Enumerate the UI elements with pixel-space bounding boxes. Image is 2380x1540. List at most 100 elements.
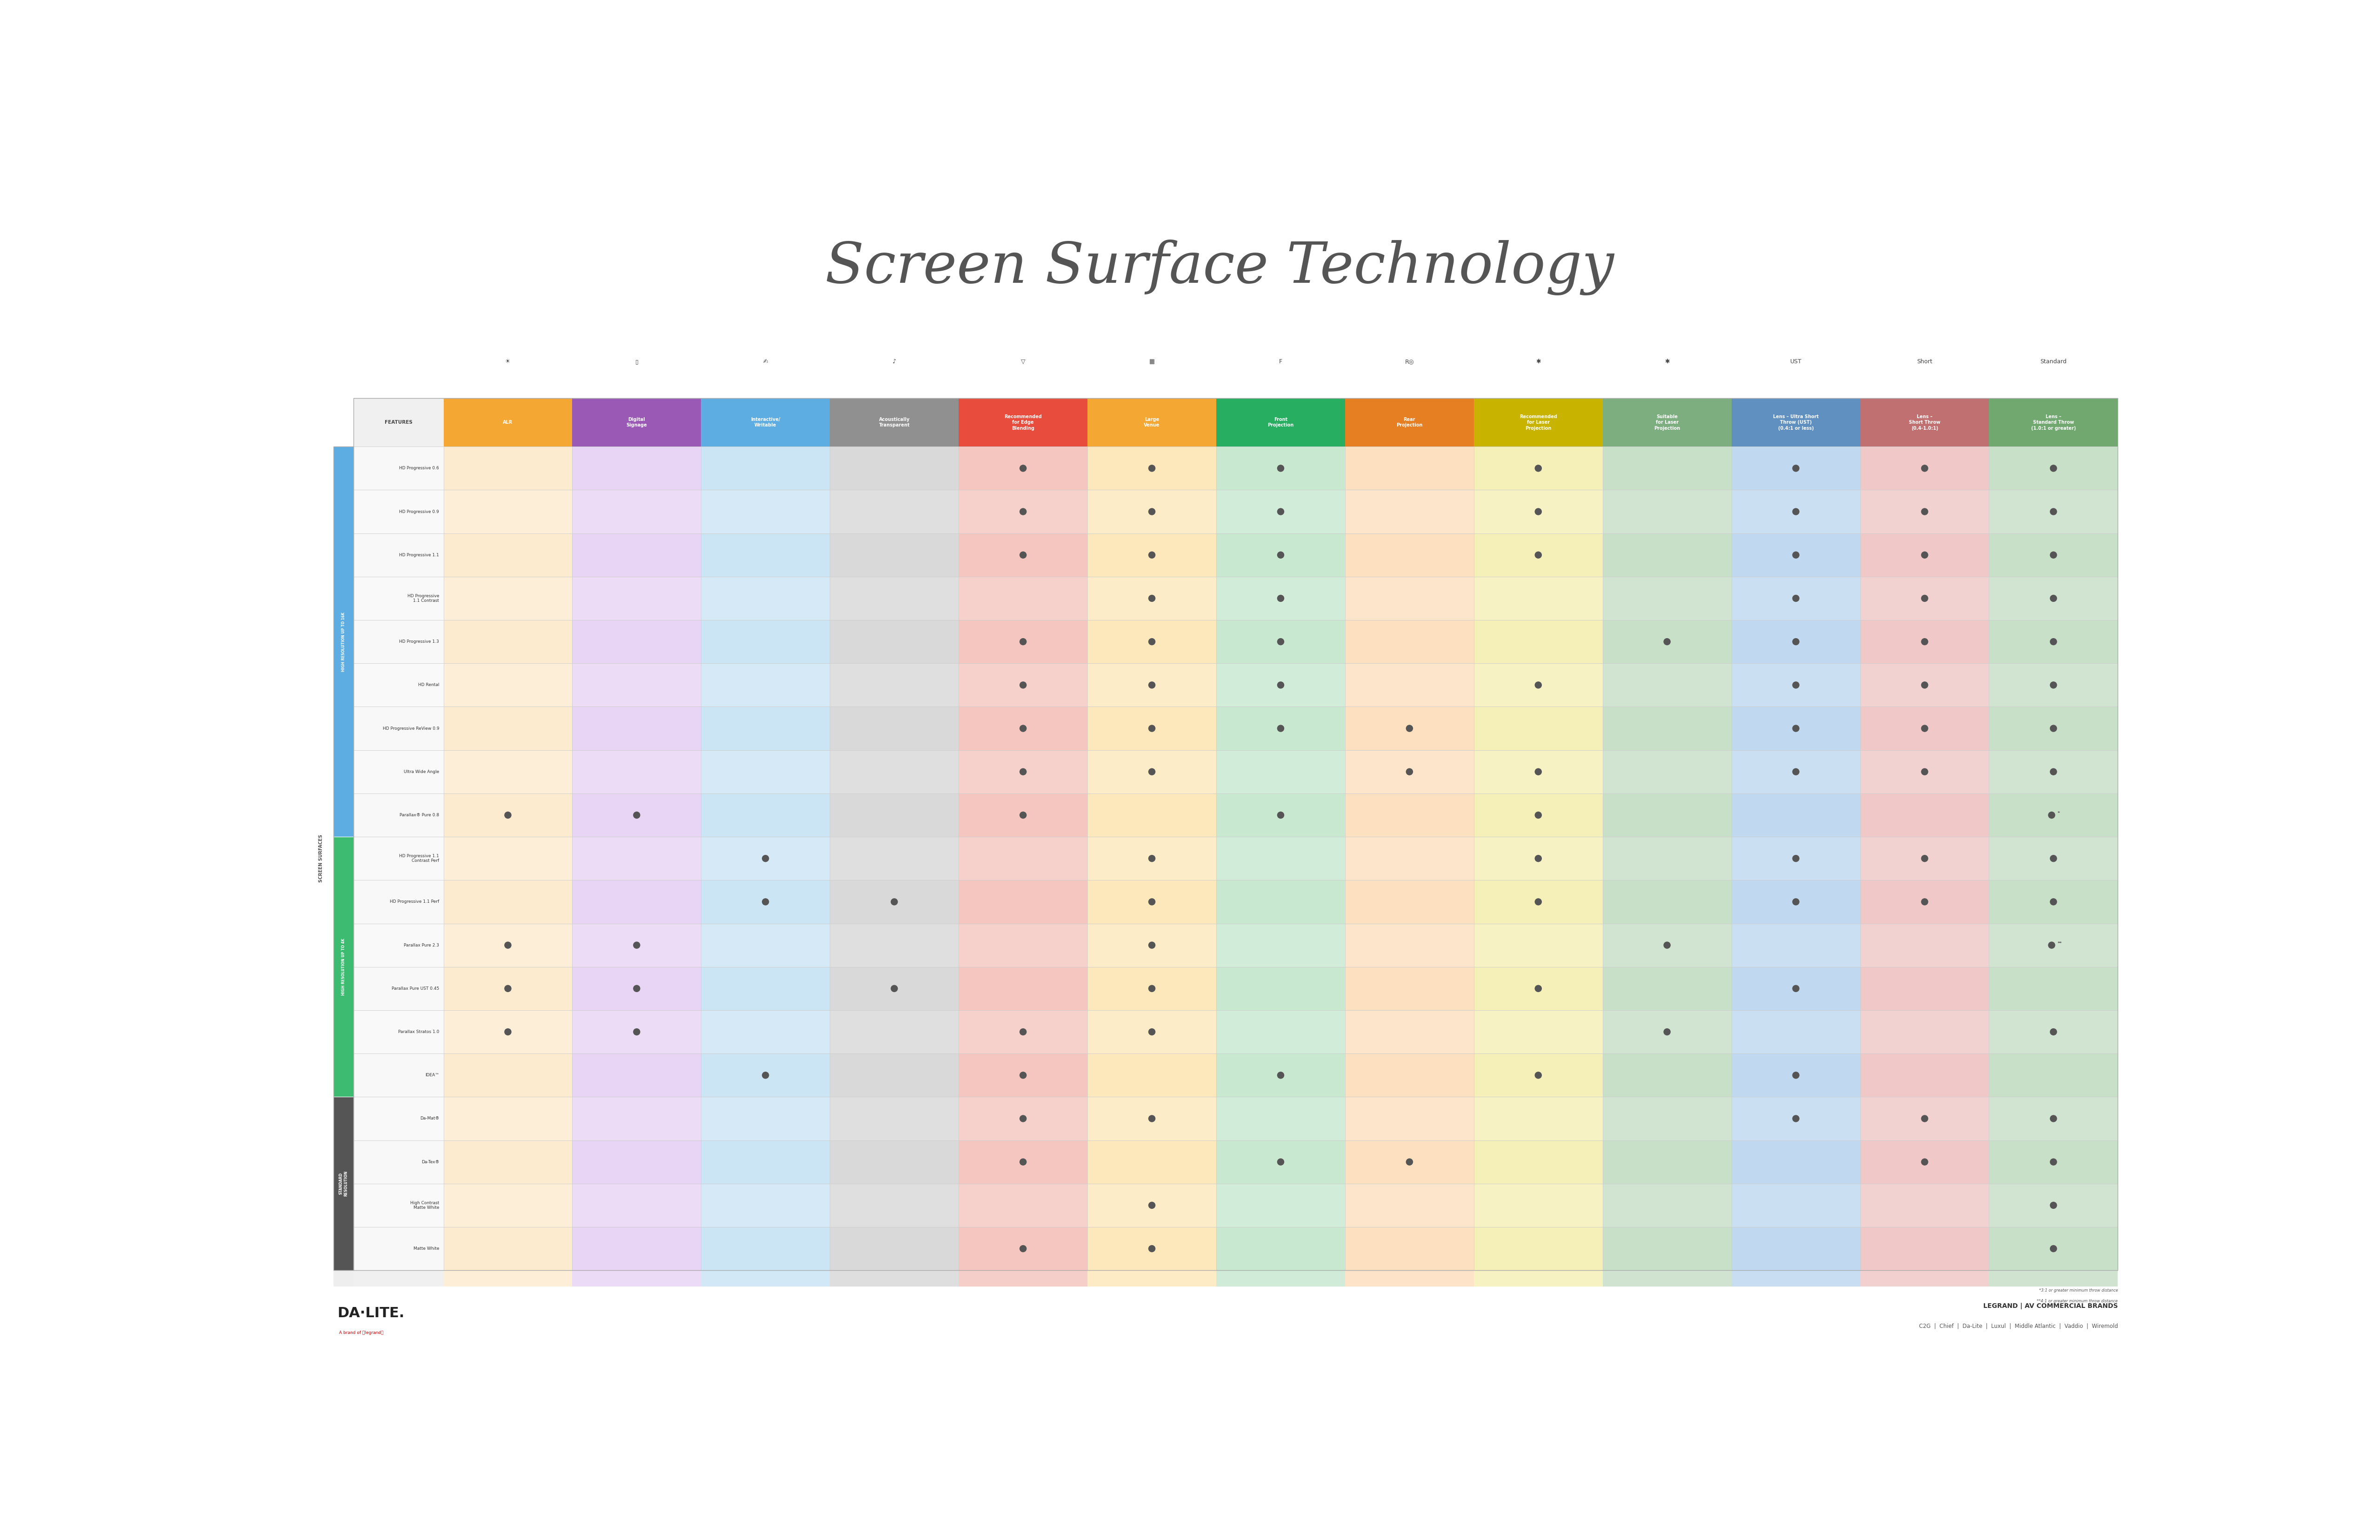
Circle shape	[1535, 551, 1542, 559]
Text: Rear
Projection: Rear Projection	[1397, 417, 1423, 428]
Text: **4:1 or greater minimum throw distance: **4:1 or greater minimum throw distance	[2037, 1298, 2118, 1303]
Text: HD Progressive 1.3: HD Progressive 1.3	[400, 639, 440, 644]
Circle shape	[1019, 508, 1026, 516]
Text: *3:1 or greater minimum throw distance: *3:1 or greater minimum throw distance	[2040, 1289, 2118, 1292]
Circle shape	[762, 898, 769, 906]
Circle shape	[1792, 898, 1799, 906]
Circle shape	[1792, 855, 1799, 862]
Circle shape	[1921, 682, 1928, 688]
Bar	[1473, 399, 1602, 447]
Circle shape	[2049, 768, 2056, 775]
Circle shape	[762, 1072, 769, 1080]
Text: F: F	[1278, 359, 1283, 365]
Bar	[1990, 447, 2118, 1270]
Circle shape	[1407, 1158, 1414, 1166]
Text: Acoustically
Transparent: Acoustically Transparent	[878, 417, 909, 428]
Text: Parallax Pure 2.3: Parallax Pure 2.3	[405, 942, 440, 947]
Text: HD Progressive 0.6: HD Progressive 0.6	[400, 467, 440, 470]
Bar	[1345, 447, 1473, 1270]
Circle shape	[1792, 682, 1799, 688]
Circle shape	[1278, 594, 1285, 602]
Circle shape	[1664, 638, 1671, 645]
Circle shape	[1792, 465, 1799, 471]
Bar	[352, 1010, 2118, 1053]
Circle shape	[1147, 508, 1154, 516]
Circle shape	[1535, 898, 1542, 906]
Circle shape	[1535, 1072, 1542, 1080]
Circle shape	[1278, 1072, 1285, 1080]
Text: R◎: R◎	[1404, 359, 1414, 365]
Circle shape	[1147, 594, 1154, 602]
Circle shape	[1792, 594, 1799, 602]
Circle shape	[1147, 855, 1154, 862]
Bar	[959, 447, 1088, 1270]
Circle shape	[1147, 898, 1154, 906]
Bar	[702, 447, 831, 1270]
Circle shape	[2049, 941, 2056, 949]
Circle shape	[505, 812, 512, 819]
Circle shape	[1664, 941, 1671, 949]
Circle shape	[2049, 725, 2056, 732]
Text: ▦: ▦	[1150, 359, 1154, 365]
Text: HIGH RESOLUTION UP TO 4K: HIGH RESOLUTION UP TO 4K	[340, 938, 345, 995]
Bar	[333, 836, 352, 1096]
Circle shape	[2049, 551, 2056, 559]
Text: ☀: ☀	[505, 359, 509, 365]
Text: HD Progressive ReView 0.9: HD Progressive ReView 0.9	[383, 727, 440, 730]
Text: High Contrast
Matte White: High Contrast Matte White	[409, 1201, 440, 1210]
Bar	[1473, 1270, 1602, 1286]
Circle shape	[2049, 594, 2056, 602]
Bar	[352, 664, 2118, 707]
Circle shape	[1535, 465, 1542, 471]
Circle shape	[1019, 768, 1026, 775]
Text: ▽: ▽	[1021, 359, 1026, 365]
Circle shape	[1019, 812, 1026, 819]
Bar	[352, 399, 2118, 1270]
Bar	[1733, 447, 1861, 1270]
Text: C2G  |  Chief  |  Da-Lite  |  Luxul  |  Middle Atlantic  |  Vaddio  |  Wiremold: C2G | Chief | Da-Lite | Luxul | Middle A…	[1918, 1323, 2118, 1329]
Bar	[333, 447, 352, 1270]
Text: Da-Mat®: Da-Mat®	[419, 1116, 440, 1121]
Text: HD Progressive 0.9: HD Progressive 0.9	[400, 510, 440, 514]
Text: Suitable
for Laser
Projection: Suitable for Laser Projection	[1654, 414, 1680, 431]
Circle shape	[1147, 725, 1154, 732]
Bar	[333, 447, 352, 836]
Circle shape	[1921, 508, 1928, 516]
Circle shape	[1792, 638, 1799, 645]
Bar	[333, 1096, 352, 1270]
Bar	[571, 447, 702, 1270]
Circle shape	[1535, 682, 1542, 688]
Bar	[352, 836, 2118, 881]
Circle shape	[1792, 1072, 1799, 1080]
Bar	[959, 1270, 1088, 1286]
Circle shape	[1147, 1115, 1154, 1123]
Bar	[1733, 1270, 1861, 1286]
Text: Short: Short	[1916, 359, 1933, 365]
Circle shape	[2049, 855, 2056, 862]
Circle shape	[1019, 465, 1026, 471]
Circle shape	[1278, 465, 1285, 471]
Circle shape	[1792, 1115, 1799, 1123]
Bar	[352, 924, 2118, 967]
Text: Recommended
for Laser
Projection: Recommended for Laser Projection	[1518, 414, 1557, 431]
Circle shape	[1921, 1115, 1928, 1123]
Bar	[1345, 1270, 1473, 1286]
Circle shape	[1921, 855, 1928, 862]
Circle shape	[1278, 551, 1285, 559]
Text: LEGRAND | AV COMMERCIAL BRANDS: LEGRAND | AV COMMERCIAL BRANDS	[1983, 1303, 2118, 1309]
Bar	[959, 399, 1088, 447]
Circle shape	[1921, 551, 1928, 559]
Circle shape	[633, 812, 640, 819]
Circle shape	[1792, 768, 1799, 775]
Circle shape	[633, 1029, 640, 1035]
Circle shape	[2049, 1158, 2056, 1166]
Circle shape	[1921, 638, 1928, 645]
Circle shape	[2049, 1115, 2056, 1123]
Circle shape	[1921, 898, 1928, 906]
Bar	[1861, 399, 1990, 447]
Circle shape	[1278, 1158, 1285, 1166]
Circle shape	[1147, 638, 1154, 645]
Bar	[443, 399, 571, 447]
Text: Front
Projection: Front Projection	[1269, 417, 1295, 428]
Circle shape	[505, 1029, 512, 1035]
